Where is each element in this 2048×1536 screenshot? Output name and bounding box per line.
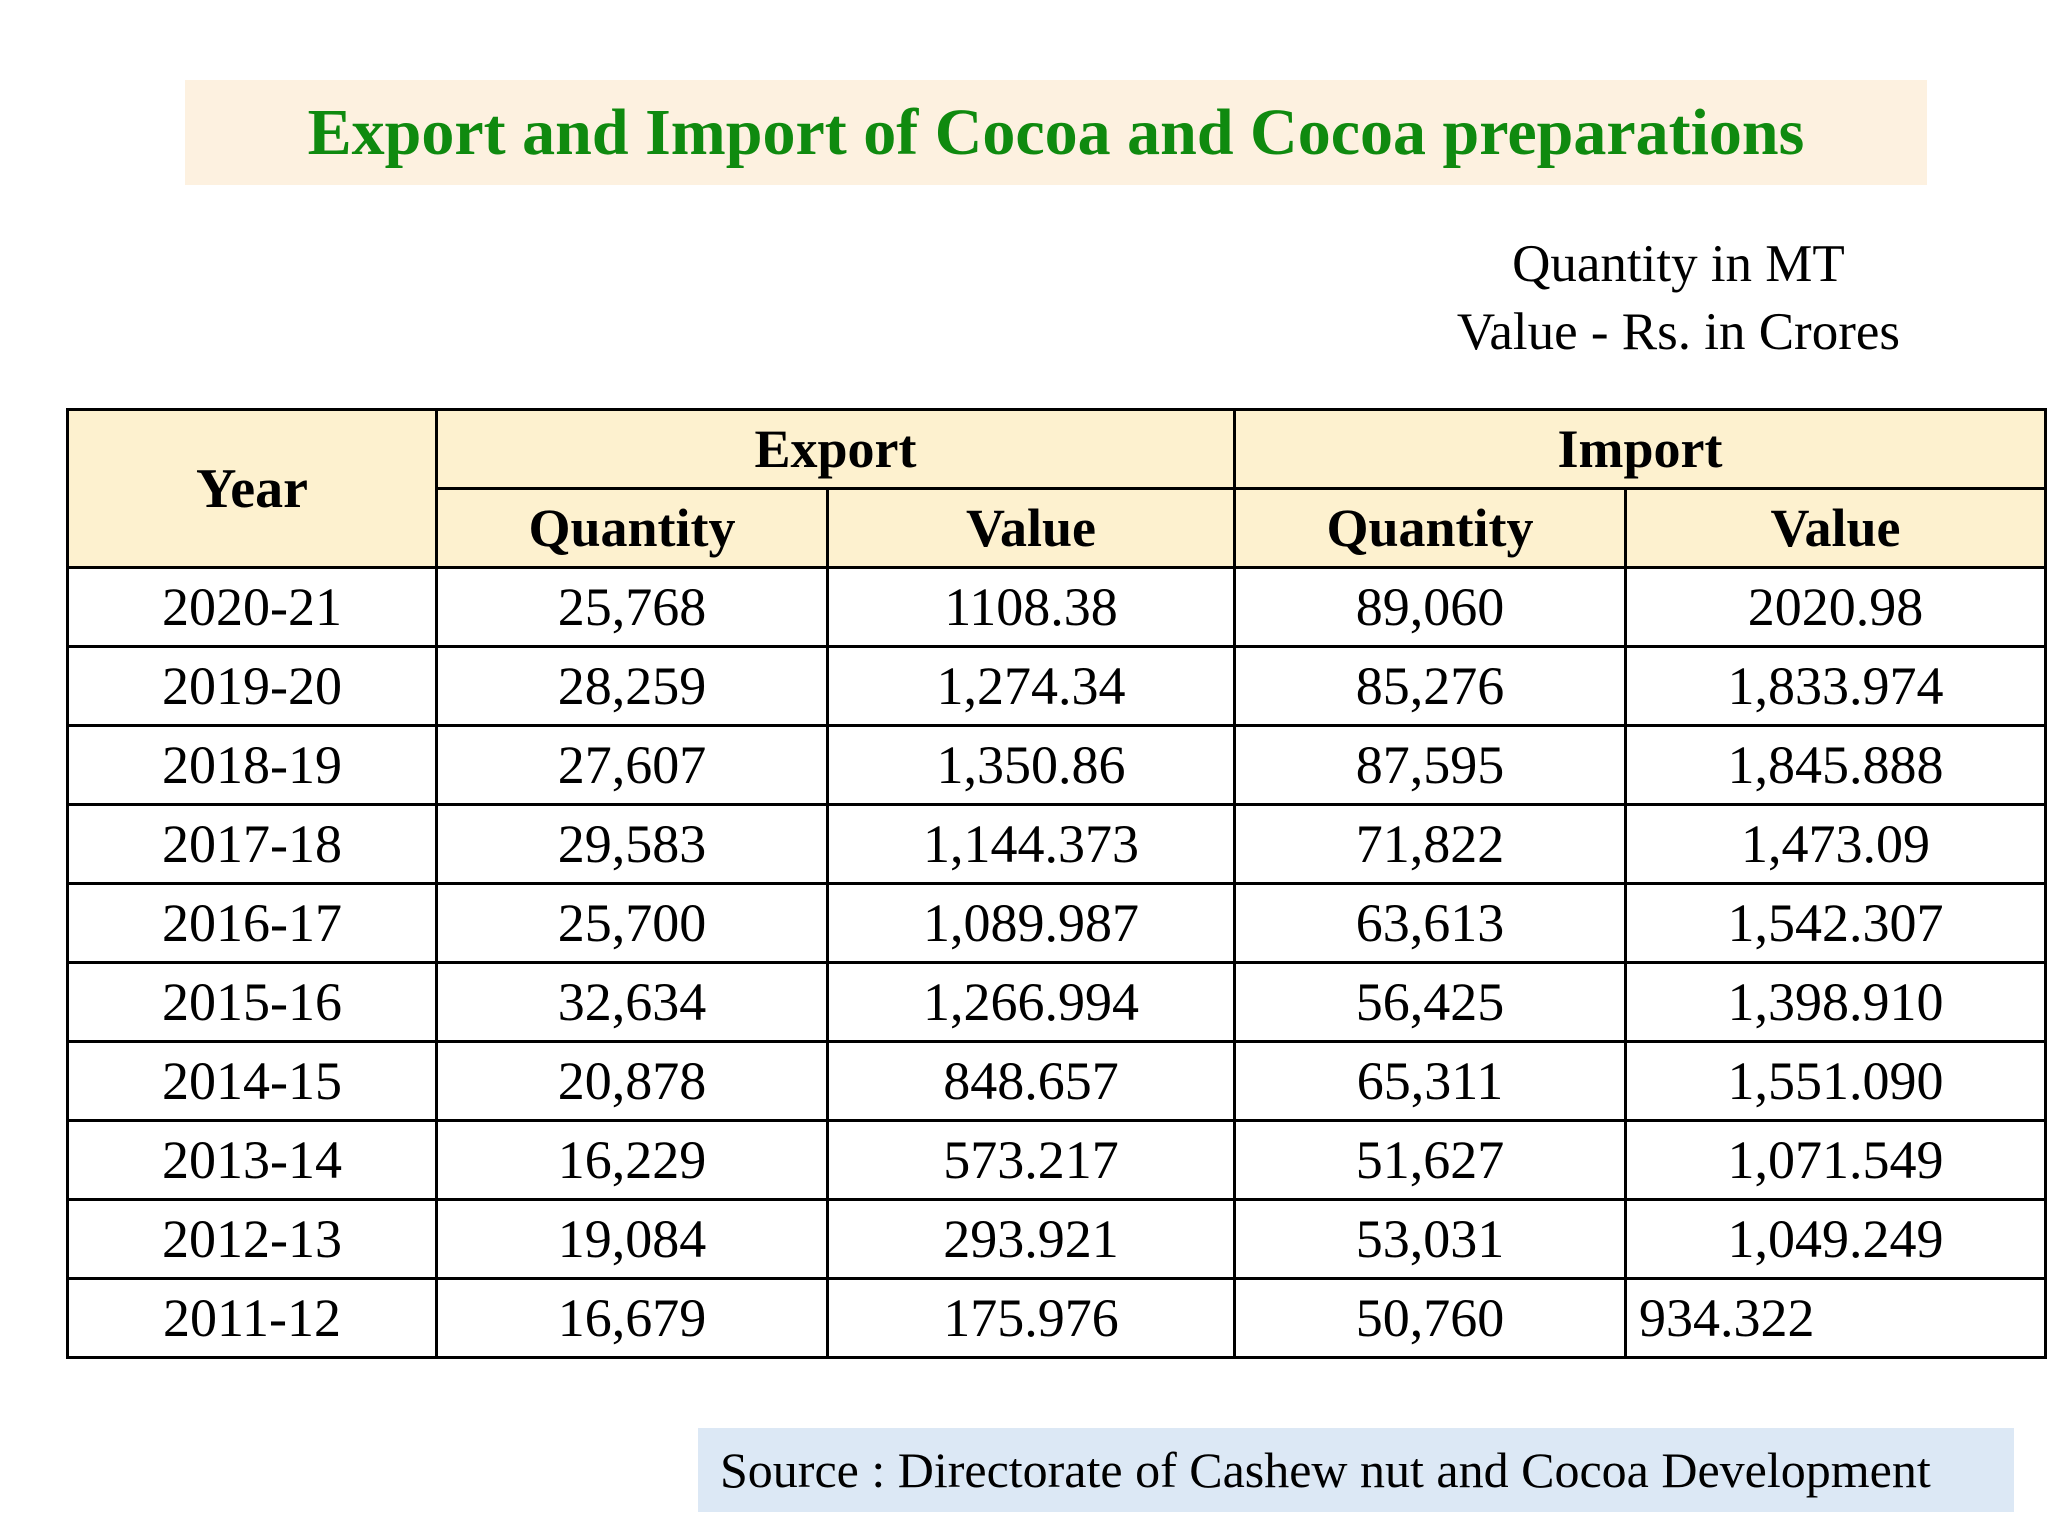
import-value-cell: 1,833.974	[1623, 645, 2048, 727]
table-row: 2019-20 28,259 1,274.34 85,276 1,833.974	[66, 645, 2048, 727]
export-quantity-cell: 27,607	[435, 724, 829, 806]
table-row: 2011-12 16,679 175.976 50,760 934.322	[66, 1277, 2048, 1359]
import-header: Import	[1232, 408, 2048, 490]
year-cell: 2018-19	[66, 724, 438, 806]
export-value-cell: 1,350.86	[826, 724, 1236, 806]
export-quantity-cell: 16,229	[435, 1119, 829, 1201]
export-value-cell: 848.657	[826, 1040, 1236, 1122]
table-row: 2017-18 29,583 1,144.373 71,822 1,473.09	[66, 803, 2048, 885]
year-cell: 2011-12	[66, 1277, 438, 1359]
table-row: 2020-21 25,768 1108.38 89,060 2020.98	[66, 566, 2048, 648]
units-value: Value - Rs. in Crores	[1456, 303, 1900, 361]
table-row: 2016-17 25,700 1,089.987 63,613 1,542.30…	[66, 882, 2048, 964]
year-cell: 2012-13	[66, 1198, 438, 1280]
export-value-cell: 1,089.987	[826, 882, 1236, 964]
year-header: Year	[66, 408, 438, 569]
import-quantity-cell: 87,595	[1233, 724, 1627, 806]
year-cell: 2017-18	[66, 803, 438, 885]
source-text: Source : Directorate of Cashew nut and C…	[720, 1442, 1931, 1498]
export-header: Export	[435, 408, 1236, 490]
table-row: 2012-13 19,084 293.921 53,031 1,049.249	[66, 1198, 2048, 1280]
table-row: 2015-16 32,634 1,266.994 56,425 1,398.91…	[66, 961, 2048, 1043]
header-row-top: Year Export Import	[66, 408, 2048, 569]
export-value-cell: 573.217	[826, 1119, 1236, 1201]
export-quantity-cell: 29,583	[435, 803, 829, 885]
table-row: 2014-15 20,878 848.657 65,311 1,551.090	[66, 1040, 2048, 1122]
import-value-cell: 2020.98	[1623, 566, 2048, 648]
table-row: 2013-14 16,229 573.217 51,627 1,071.549	[66, 1119, 2048, 1201]
import-quantity-cell: 51,627	[1233, 1119, 1627, 1201]
year-cell: 2015-16	[66, 961, 438, 1043]
import-quantity-cell: 71,822	[1233, 803, 1627, 885]
import-value-cell: 1,845.888	[1623, 724, 2048, 806]
export-quantity-header: Quantity	[435, 487, 829, 569]
year-cell: 2019-20	[66, 645, 438, 727]
units-note: Quantity in MT Value - Rs. in Crores	[1457, 230, 1900, 366]
import-value-header: Value	[1623, 487, 2048, 569]
year-cell: 2016-17	[66, 882, 438, 964]
import-value-cell: 934.322	[1623, 1277, 2048, 1359]
export-quantity-cell: 25,768	[435, 566, 829, 648]
export-value-cell: 1,266.994	[826, 961, 1236, 1043]
export-quantity-cell: 32,634	[435, 961, 829, 1043]
import-value-cell: 1,551.090	[1623, 1040, 2048, 1122]
import-quantity-cell: 65,311	[1233, 1040, 1627, 1122]
import-quantity-cell: 53,031	[1233, 1198, 1627, 1280]
import-value-cell: 1,542.307	[1623, 882, 2048, 964]
export-value-cell: 1,144.373	[826, 803, 1236, 885]
export-value-cell: 175.976	[826, 1277, 1236, 1359]
header-row-sub: Quantity Value Quantity Value	[68, 487, 2048, 569]
import-quantity-cell: 89,060	[1233, 566, 1627, 648]
import-value-cell: 1,473.09	[1623, 803, 2048, 885]
import-value-cell: 1,071.549	[1623, 1119, 2048, 1201]
import-quantity-header: Quantity	[1233, 487, 1627, 569]
import-quantity-cell: 56,425	[1233, 961, 1627, 1043]
page-title: Export and Import of Cocoa and Cocoa pre…	[307, 95, 1805, 169]
units-quantity: Quantity in MT	[1512, 235, 1845, 293]
export-quantity-cell: 19,084	[435, 1198, 829, 1280]
export-quantity-cell: 25,700	[435, 882, 829, 964]
year-cell: 2013-14	[66, 1119, 438, 1201]
export-value-cell: 1108.38	[826, 566, 1236, 648]
import-quantity-cell: 63,613	[1233, 882, 1627, 964]
title-banner: Export and Import of Cocoa and Cocoa pre…	[185, 80, 1927, 185]
year-cell: 2020-21	[66, 566, 438, 648]
trade-table: Year Export Import Quantity Value Quanti…	[66, 408, 2048, 1359]
export-value-header: Value	[826, 487, 1236, 569]
export-quantity-cell: 16,679	[435, 1277, 829, 1359]
export-quantity-cell: 28,259	[435, 645, 829, 727]
year-cell: 2014-15	[66, 1040, 438, 1122]
source-note: Source : Directorate of Cashew nut and C…	[698, 1428, 2014, 1512]
export-value-cell: 1,274.34	[826, 645, 1236, 727]
table-row: 2018-19 27,607 1,350.86 87,595 1,845.888	[66, 724, 2048, 806]
export-value-cell: 293.921	[826, 1198, 1236, 1280]
import-value-cell: 1,398.910	[1623, 961, 2048, 1043]
export-quantity-cell: 20,878	[435, 1040, 829, 1122]
import-quantity-cell: 50,760	[1233, 1277, 1627, 1359]
import-value-cell: 1,049.249	[1623, 1198, 2048, 1280]
import-quantity-cell: 85,276	[1233, 645, 1627, 727]
